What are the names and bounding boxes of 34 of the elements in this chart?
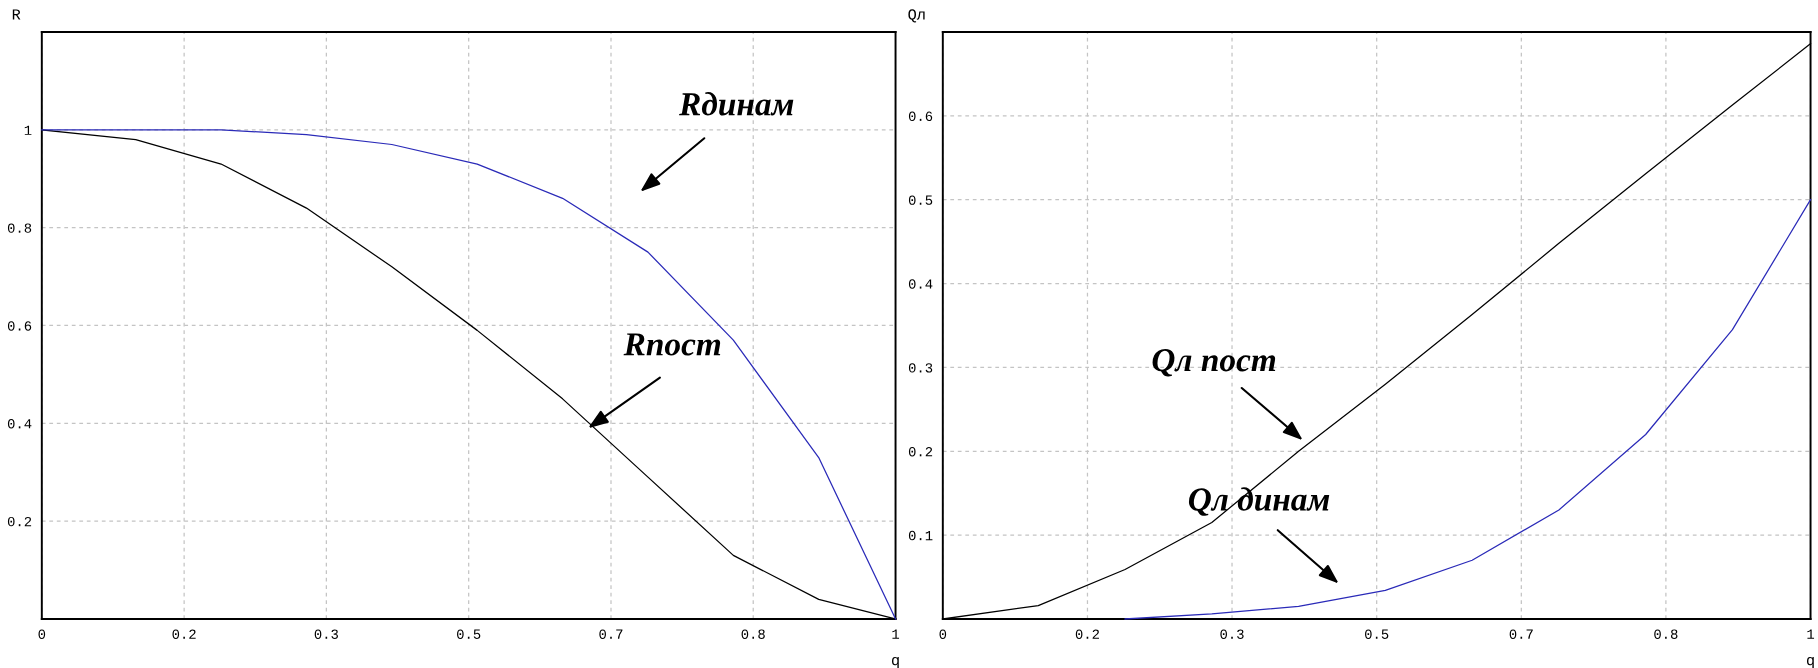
- x-tick-label: 0.3: [314, 629, 338, 639]
- y-tick-label: 0.2: [7, 516, 32, 527]
- y-tick-label: 0.6: [908, 111, 933, 122]
- line-series: [1124, 199, 1812, 620]
- x-tick-label: 0: [38, 629, 46, 639]
- y-tick-label: 0.2: [908, 447, 933, 457]
- y-tick-label: 0.1: [908, 530, 933, 541]
- annotation: Qл пост: [1152, 348, 1276, 377]
- x-axis-title: q: [891, 656, 899, 668]
- y-tick-label: 1: [24, 125, 32, 135]
- y-tick-label: 0.4: [7, 419, 32, 429]
- y-tick-label: 0.8: [7, 223, 32, 233]
- x-tick-label: 0.8: [1654, 629, 1678, 639]
- x-tick-label: 0.5: [457, 629, 481, 639]
- x-tick-label: 0.8: [741, 629, 765, 639]
- annotation: Rдинам: [679, 92, 794, 116]
- y-axis-title: Qл: [908, 9, 925, 23]
- x-tick-label: 0.2: [1075, 629, 1099, 639]
- x-tick-label: 1: [1807, 629, 1815, 639]
- annotation: Rпост: [623, 333, 721, 356]
- x-tick-label: 0.5: [1365, 629, 1389, 639]
- y-tick-label: 0.5: [908, 195, 933, 205]
- x-tick-label: 0.7: [1509, 629, 1533, 639]
- x-tick-label: 0: [939, 629, 947, 639]
- x-axis-title: q: [1806, 656, 1814, 668]
- x-tick-label: 1: [892, 629, 900, 639]
- y-axis-title: R: [12, 9, 21, 20]
- x-tick-label: 0.2: [172, 629, 196, 639]
- y-tick-label: 0.3: [908, 363, 933, 373]
- y-tick-label: 0.4: [908, 279, 933, 289]
- annotation: Qл динам: [1188, 487, 1330, 516]
- y-tick-label: 0.6: [7, 321, 32, 331]
- x-tick-label: 0.7: [599, 629, 623, 639]
- x-tick-label: 0.3: [1220, 629, 1244, 639]
